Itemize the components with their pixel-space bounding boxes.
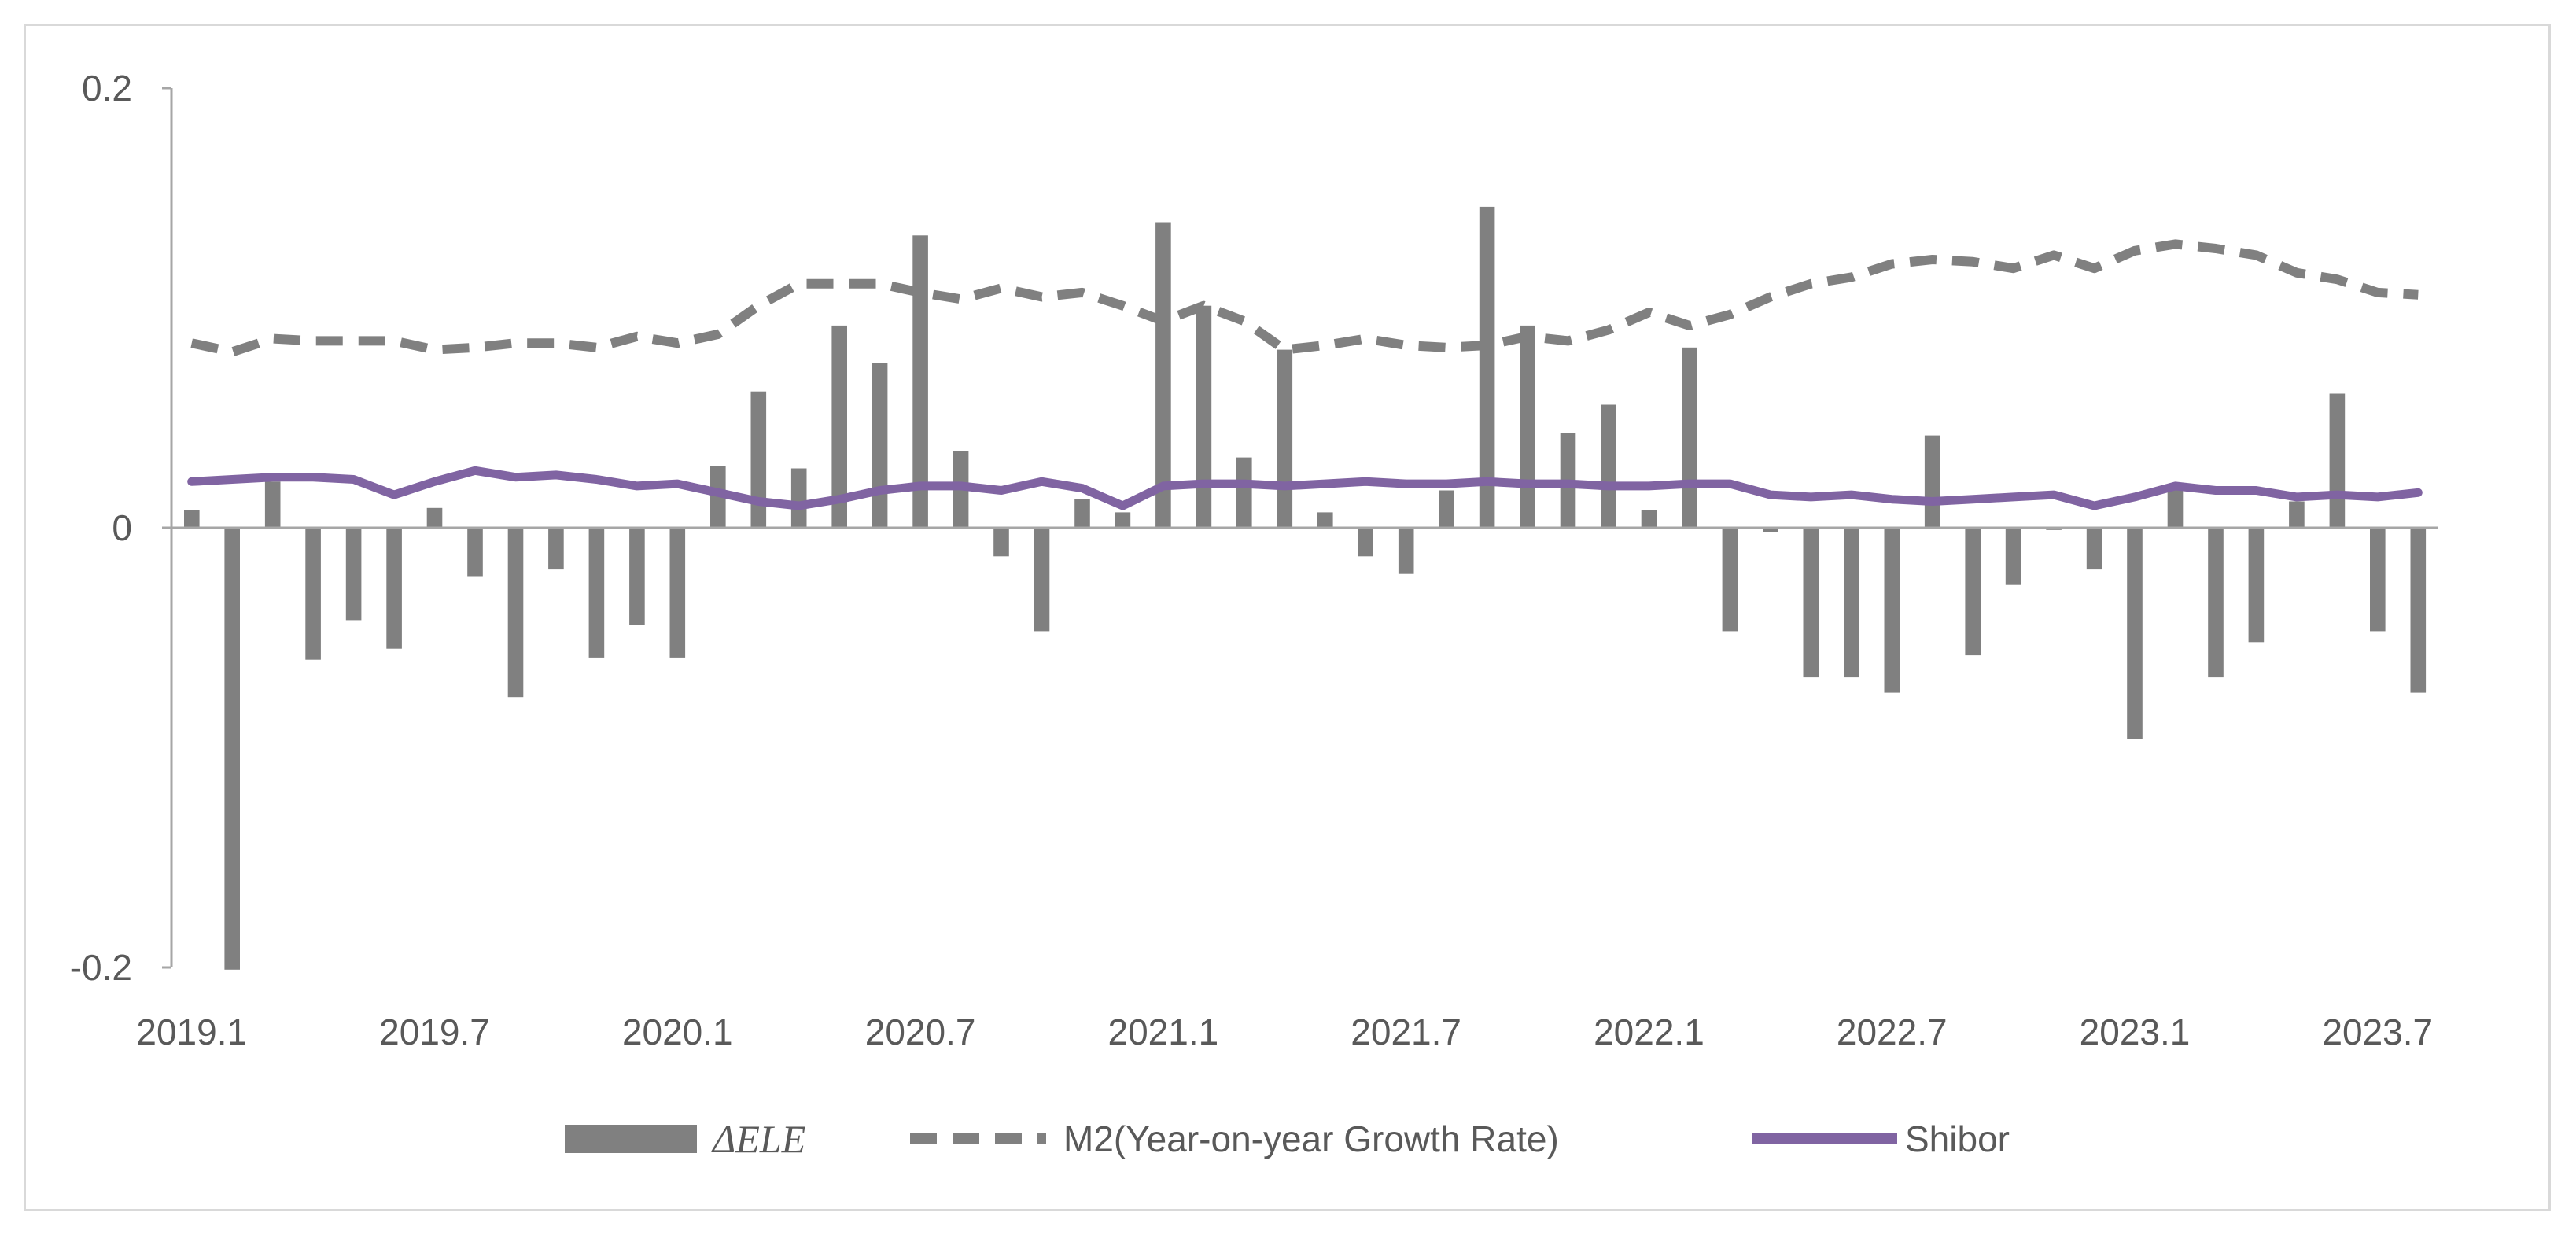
- bar-2021.6: [1358, 528, 1373, 557]
- legend: ΔELE M2(Year-on-year Growth Rate) Shibor: [565, 1117, 2010, 1161]
- y-tick-label: -0.2: [70, 947, 132, 988]
- bar-2020.7: [912, 235, 928, 528]
- bar-2022.3: [1722, 528, 1738, 632]
- x-tick-label: 2020.7: [865, 1011, 976, 1052]
- bar-2019.2: [224, 528, 240, 970]
- line-series-m2: [190, 239, 2419, 357]
- bar-2023.8: [2410, 528, 2427, 693]
- bar-2023.7: [2370, 528, 2386, 632]
- bar-2023.6: [2329, 393, 2346, 528]
- x-tick-label: 2020.1: [622, 1011, 733, 1052]
- x-tick-label: 2022.1: [1594, 1011, 1704, 1052]
- bar-2021.9: [1479, 206, 1495, 528]
- x-tick-label: 2021.1: [1108, 1011, 1219, 1052]
- bar-2022.12: [2086, 528, 2102, 570]
- bar-2019.1: [184, 510, 200, 528]
- legend-label-shibor: Shibor: [1905, 1118, 2010, 1159]
- x-axis-tick-labels: 2019.1 2019.7 2020.1 2020.7 2021.1 2021.7 2022…: [136, 1011, 2433, 1052]
- bar-2021.12: [1601, 404, 1616, 528]
- bar-2021.10: [1520, 325, 1535, 528]
- bar-2022.10: [2005, 528, 2021, 585]
- bar-2022.1: [1641, 510, 1657, 528]
- y-tick-label: 0: [112, 507, 132, 548]
- x-tick-label: 2019.7: [379, 1011, 490, 1052]
- bar-2023.3: [2208, 528, 2224, 678]
- bar-2022.4: [1763, 528, 1778, 532]
- bar-2019.11: [588, 528, 605, 658]
- x-tick-label: 2023.7: [2322, 1011, 2433, 1052]
- bar-2021.7: [1398, 528, 1414, 574]
- bar-2020.6: [872, 363, 888, 528]
- bar-2023.2: [2167, 488, 2184, 528]
- legend-item-m2: M2(Year-on-year Growth Rate): [910, 1118, 1559, 1159]
- bar-2022.8: [1924, 435, 1940, 528]
- bar-2019.6: [386, 528, 402, 649]
- bar-2021.5: [1317, 512, 1333, 528]
- bar-2019.3: [264, 481, 281, 528]
- chart-frame: [24, 24, 2551, 1211]
- bar-2022.7: [1884, 528, 1900, 693]
- bar-2020.1: [669, 528, 686, 658]
- bar-2020.11: [1074, 499, 1090, 528]
- x-tick-label: 2023.1: [2080, 1011, 2191, 1052]
- bar-2020.4: [790, 468, 807, 528]
- bar-2021.2: [1196, 305, 1212, 528]
- bar-2022.5: [1803, 528, 1819, 678]
- bar-2022.2: [1682, 347, 1697, 528]
- bar-2023.4: [2248, 528, 2265, 643]
- bar-2019.7: [426, 507, 443, 528]
- bar-2019.8: [467, 528, 483, 577]
- x-tick-label: 2021.7: [1351, 1011, 1461, 1052]
- bar-2023.1: [2127, 528, 2143, 739]
- y-tick-label: 0.2: [82, 68, 132, 109]
- bar-2020.5: [831, 325, 847, 528]
- bar-series-dele: [184, 206, 2427, 970]
- line-series: [187, 239, 2423, 510]
- bar-2023.5: [2289, 501, 2305, 528]
- bar-2019.12: [629, 528, 645, 625]
- bar-2019.4: [305, 528, 321, 660]
- bar-2022.6: [1844, 528, 1859, 678]
- legend-item-shibor: Shibor: [1752, 1118, 2010, 1159]
- bar-2020.10: [1034, 528, 1050, 632]
- bar-2021.8: [1439, 490, 1454, 528]
- bar-2021.4: [1277, 349, 1293, 528]
- bar-2019.9: [507, 528, 524, 698]
- x-tick-label: 2019.1: [136, 1011, 247, 1052]
- x-tick-label: 2022.7: [1837, 1011, 1948, 1052]
- bar-2019.5: [345, 528, 362, 621]
- bar-2020.3: [750, 391, 767, 528]
- bar-2022.9: [1965, 528, 1981, 656]
- bar-2021.3: [1236, 457, 1252, 528]
- legend-item-dele: ΔELE: [565, 1117, 805, 1161]
- axes: [162, 87, 2438, 969]
- bar-2020.12: [1115, 512, 1131, 528]
- line-series-shibor: [187, 466, 2423, 510]
- bar-2019.10: [548, 528, 564, 570]
- legend-label-dele: ΔELE: [711, 1117, 805, 1161]
- legend-label-m2: M2(Year-on-year Growth Rate): [1063, 1118, 1559, 1159]
- bar-2021.1: [1155, 222, 1171, 528]
- y-axis-tick-labels: 0.2 0 -0.2: [70, 68, 132, 988]
- legend-swatch-dele: [565, 1125, 697, 1153]
- bar-2020.9: [993, 528, 1009, 557]
